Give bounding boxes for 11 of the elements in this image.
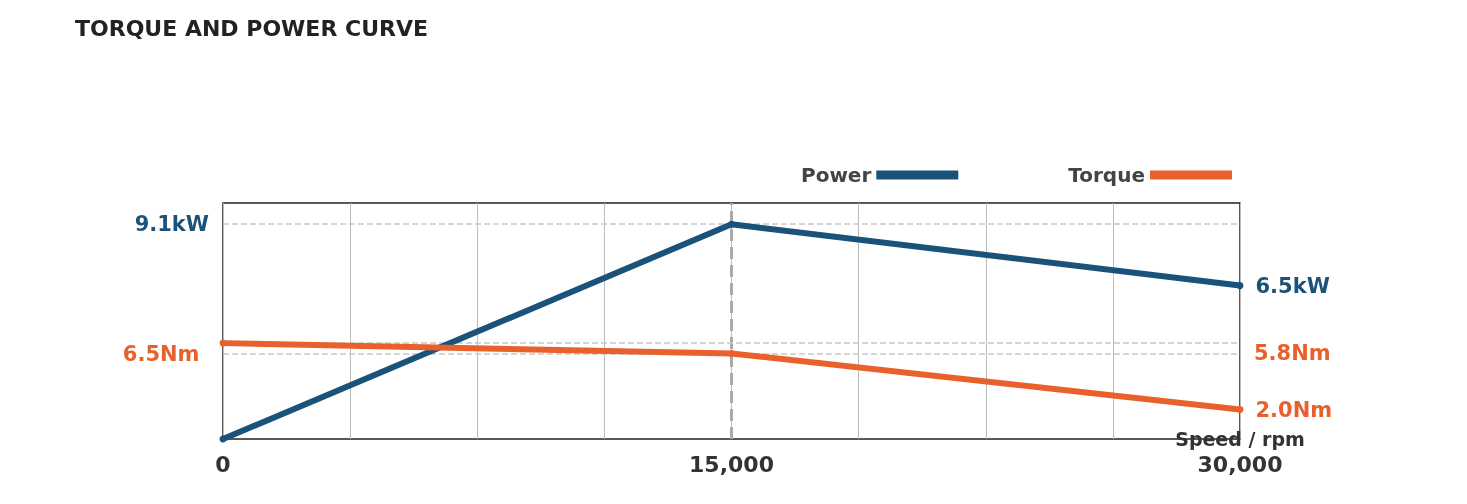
legend-label: Power xyxy=(800,163,872,187)
x-tick-label: 0 xyxy=(215,451,231,477)
data-label: 2.0Nm xyxy=(1255,397,1333,422)
legend-label: Torque xyxy=(1068,163,1145,187)
chart-title: TORQUE AND POWER CURVE xyxy=(75,15,428,41)
ref-line-label: 9.1kW xyxy=(134,212,209,237)
x-tick-label: 15,000 xyxy=(689,451,774,477)
x-tick-label: 30,000 xyxy=(1197,451,1283,477)
data-label: 6.5kW xyxy=(1255,273,1330,298)
ref-line-label: 5.8Nm xyxy=(1254,341,1331,366)
data-label: 6.5Nm xyxy=(122,341,200,366)
